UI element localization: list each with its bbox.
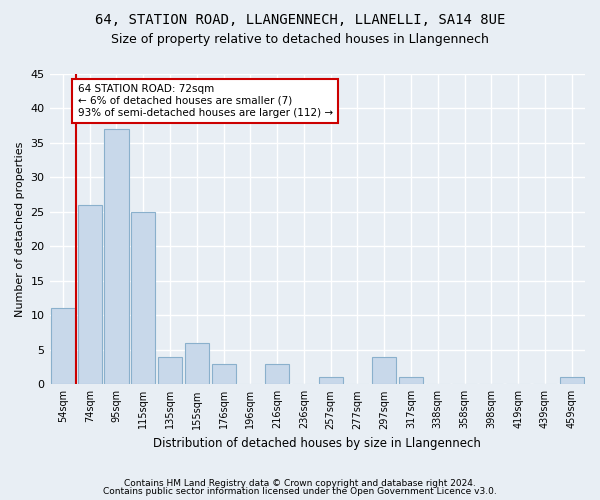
- Text: Contains public sector information licensed under the Open Government Licence v3: Contains public sector information licen…: [103, 487, 497, 496]
- Bar: [158, 356, 182, 384]
- Bar: [104, 129, 128, 384]
- X-axis label: Distribution of detached houses by size in Llangennech: Distribution of detached houses by size …: [154, 437, 481, 450]
- Bar: [51, 308, 75, 384]
- Text: Contains HM Land Registry data © Crown copyright and database right 2024.: Contains HM Land Registry data © Crown c…: [124, 478, 476, 488]
- Bar: [185, 343, 209, 384]
- Text: 64 STATION ROAD: 72sqm
← 6% of detached houses are smaller (7)
93% of semi-detac: 64 STATION ROAD: 72sqm ← 6% of detached …: [77, 84, 333, 117]
- Text: Size of property relative to detached houses in Llangennech: Size of property relative to detached ho…: [111, 32, 489, 46]
- Bar: [131, 212, 155, 384]
- Bar: [77, 205, 102, 384]
- Bar: [372, 356, 396, 384]
- Bar: [265, 364, 289, 384]
- Text: 64, STATION ROAD, LLANGENNECH, LLANELLI, SA14 8UE: 64, STATION ROAD, LLANGENNECH, LLANELLI,…: [95, 12, 505, 26]
- Bar: [399, 378, 423, 384]
- Bar: [212, 364, 236, 384]
- Bar: [560, 378, 584, 384]
- Y-axis label: Number of detached properties: Number of detached properties: [15, 142, 25, 317]
- Bar: [319, 378, 343, 384]
